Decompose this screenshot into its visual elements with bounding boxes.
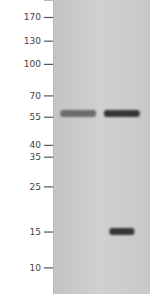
band [60,110,96,117]
tick-mark [44,64,53,65]
tick-mark [44,267,53,268]
membrane [54,0,150,294]
tick-label: 40 [30,140,42,150]
tick-mark [44,17,53,18]
tick: 35 [30,152,53,162]
tick-label: 70 [30,91,42,101]
tick: 130 [24,36,53,46]
tick-mark [44,117,53,118]
tick-label: 25 [30,182,41,192]
tick-label: 35 [30,152,41,162]
tick-mark [44,231,53,232]
tick-mark [44,186,53,187]
tick-mark [44,145,53,146]
band [104,110,140,117]
tick-mark [44,41,53,42]
tick: 25 [30,182,53,192]
tick-label: 170 [24,12,41,22]
tick: 10 [30,263,53,273]
tick: 70 [30,91,53,101]
tick: 15 [30,227,53,237]
bands [60,110,140,235]
tick-mark [44,95,53,96]
tick-label: 15 [30,227,41,237]
axis-line [44,1,54,294]
tick: 55 [30,112,53,122]
tick: 170 [24,12,53,22]
tick: 100 [24,59,53,69]
band [109,228,134,235]
tick-label: 55 [30,112,41,122]
marker-axis: 170 130 100 70 55 40 35 25 15 10 [24,1,54,294]
tick-mark [44,157,53,158]
tick-label: 100 [24,59,41,69]
figure: 170 130 100 70 55 40 35 25 15 10 [0,0,150,294]
tick-label: 10 [30,263,42,273]
tick-label: 130 [24,36,41,46]
tick: 40 [30,140,53,150]
